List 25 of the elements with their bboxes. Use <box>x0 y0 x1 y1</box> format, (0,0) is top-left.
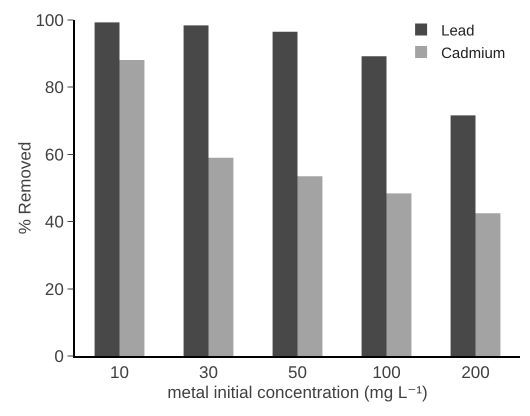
x-tick-label: 50 <box>288 363 307 382</box>
x-tick-label: 100 <box>372 363 401 382</box>
y-tick-label: 100 <box>35 10 64 30</box>
legend-label: Lead <box>441 22 474 40</box>
bar <box>362 56 386 356</box>
y-tick-label: 40 <box>44 212 64 232</box>
bar <box>184 25 208 356</box>
bar <box>298 176 322 356</box>
bar <box>272 32 298 356</box>
y-axis-title: % Removed <box>16 142 34 234</box>
bar <box>94 22 120 356</box>
y-tick-label: 0 <box>54 346 64 366</box>
bar <box>120 60 144 356</box>
bar <box>476 213 500 356</box>
y-tick-label: 80 <box>44 78 64 98</box>
y-tick-label: 60 <box>44 145 64 164</box>
x-tick-label: 30 <box>199 363 218 382</box>
x-tick-label: 10 <box>110 363 129 382</box>
legend-label: Cadmium <box>441 44 506 62</box>
x-axis-title: metal initial concentration (mg L⁻¹) <box>167 383 428 402</box>
bar <box>208 158 234 356</box>
bar <box>450 115 476 356</box>
bar <box>386 193 412 356</box>
y-tick-label: 20 <box>44 280 64 299</box>
x-tick-label: 200 <box>461 363 490 382</box>
